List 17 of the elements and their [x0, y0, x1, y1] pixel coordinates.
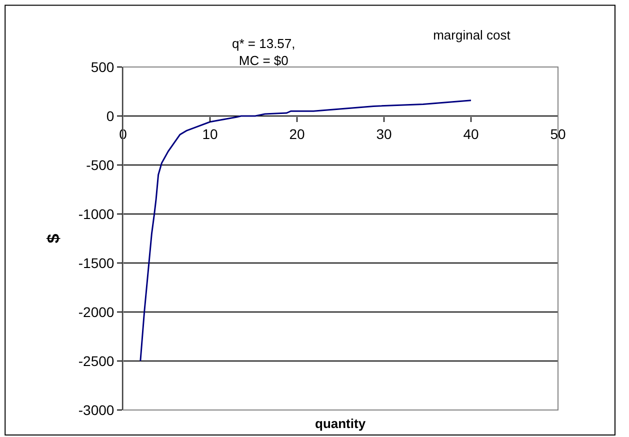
- x-tick-label: 20: [289, 126, 305, 142]
- y-tick-label: 500: [90, 58, 114, 75]
- x-tick-label: 30: [376, 126, 392, 142]
- y-tick-label: -2000: [78, 304, 114, 320]
- x-tick-label: 50: [550, 126, 566, 142]
- y-tick-label: -500: [86, 156, 114, 173]
- y-tick-label: -3000: [78, 402, 114, 418]
- y-tick-label: -1500: [78, 254, 114, 271]
- y-axis-title: $: [44, 233, 63, 244]
- x-tick-label: 10: [202, 126, 218, 142]
- annotation: q* = 13.57, MC = $0: [232, 36, 296, 68]
- x-axis-title: quantity: [315, 416, 366, 431]
- y-tick-label: -1000: [78, 206, 114, 222]
- x-tick-label: 40: [463, 126, 479, 142]
- chart-title: marginal cost: [433, 28, 511, 43]
- y-tick-label: -2500: [78, 352, 114, 369]
- y-tick-label: 0: [106, 108, 114, 124]
